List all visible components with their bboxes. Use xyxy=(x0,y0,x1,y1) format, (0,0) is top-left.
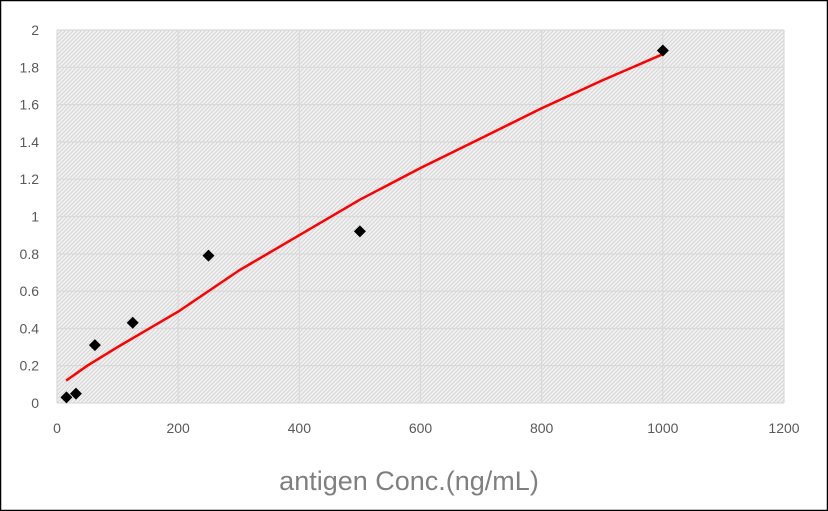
y-tick-label: 2 xyxy=(31,22,39,38)
x-tick-labels: 0 200 400 600 800 1000 1200 xyxy=(53,420,800,436)
y-tick-label: 1.2 xyxy=(20,171,40,187)
x-tick-label: 600 xyxy=(409,420,433,436)
y-tick-label: 0.2 xyxy=(20,358,40,374)
grid-lines xyxy=(56,29,785,404)
x-axis-label: antigen Conc.(ng/mL) xyxy=(279,466,539,496)
x-tick-label: 1200 xyxy=(768,420,799,436)
x-tick-label: 400 xyxy=(288,420,312,436)
x-tick-label: 1000 xyxy=(647,420,678,436)
data-point xyxy=(353,225,366,238)
y-tick-labels: 0 0.2 0.4 0.6 0.8 1 1.2 1.4 1.6 1.8 2 xyxy=(20,22,40,411)
data-point xyxy=(126,316,139,329)
x-tick-label: 800 xyxy=(530,420,554,436)
y-tick-label: 0 xyxy=(31,395,39,411)
trendline xyxy=(65,53,664,382)
data-point xyxy=(88,339,101,352)
y-tick-label: 1.6 xyxy=(20,97,40,113)
x-tick-label: 200 xyxy=(166,420,190,436)
y-tick-label: 0.4 xyxy=(20,320,40,336)
y-tick-label: 0.6 xyxy=(20,283,40,299)
data-point xyxy=(60,391,73,404)
y-tick-label: 0.8 xyxy=(20,246,40,262)
y-tick-label: 1.8 xyxy=(20,59,40,75)
y-tick-label: 1.4 xyxy=(20,134,40,150)
data-point xyxy=(656,44,669,57)
x-tick-label: 0 xyxy=(53,420,61,436)
data-point xyxy=(202,249,215,262)
y-tick-label: 1 xyxy=(31,209,39,225)
data-point xyxy=(69,387,82,400)
series-layer xyxy=(60,44,669,404)
